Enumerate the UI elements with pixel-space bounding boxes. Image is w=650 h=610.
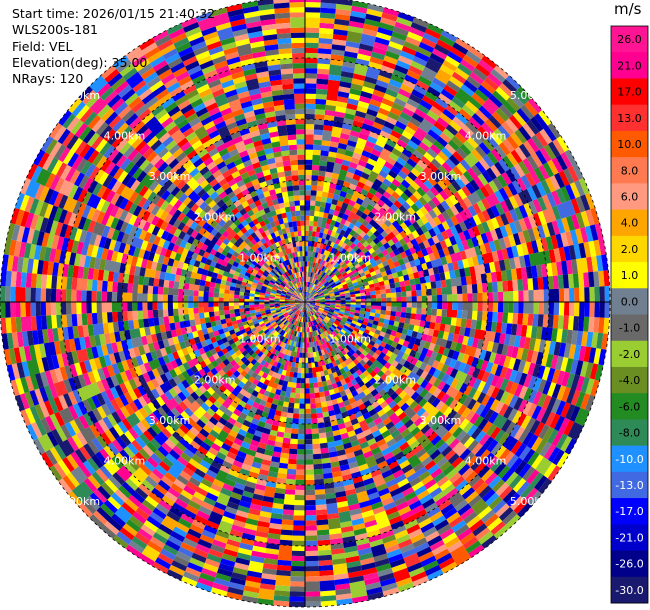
ring-label: 3.00km bbox=[149, 170, 191, 183]
colorbar-tick: 26.0 bbox=[617, 33, 642, 46]
colorbar-tick: 10.0 bbox=[617, 138, 642, 151]
colorbar-tick: -13.0 bbox=[615, 479, 643, 492]
elevation-label: Elevation(deg): 35.00 bbox=[12, 54, 148, 70]
colorbar-swatch bbox=[611, 550, 648, 578]
ring-label: 4.00km bbox=[104, 129, 146, 142]
colorbar-swatch bbox=[611, 471, 648, 499]
colorbar-tick: -1.0 bbox=[619, 322, 640, 335]
colorbar-swatch bbox=[611, 314, 648, 342]
ppi-cells-6 bbox=[10, 0, 595, 601]
ring-label: 3.00km bbox=[149, 414, 191, 427]
ppi-cells-21 bbox=[14, 0, 605, 607]
colorbar-swatch bbox=[611, 445, 648, 473]
colorbar: 26.0 21.0 17.0 13.0 10.0 8.0 6.0 4.0 2.0 1.0 0.0 -1… bbox=[610, 25, 649, 604]
colorbar-swatch bbox=[611, 235, 648, 263]
colorbar-tick: 2.0 bbox=[621, 243, 639, 256]
colorbar-swatch bbox=[611, 524, 648, 552]
ring-label: 2.00km bbox=[194, 211, 236, 224]
ring-label: 1.00km bbox=[239, 333, 281, 346]
start-time-label: Start time: 2026/01/15 21:40:32 bbox=[12, 6, 216, 21]
colorbar-swatch bbox=[611, 209, 648, 237]
colorbar-tick: -4.0 bbox=[619, 374, 640, 387]
ring-label: 5.00km bbox=[59, 89, 101, 102]
ring-label: 1.00km bbox=[239, 251, 281, 264]
colorbar-swatch bbox=[611, 419, 648, 447]
colorbar-swatch bbox=[611, 288, 648, 315]
colorbar-swatch bbox=[611, 366, 648, 394]
colorbar-swatch bbox=[611, 130, 648, 158]
ring-label: 4.00km bbox=[104, 455, 146, 468]
ppi-cells-4 bbox=[3, 7, 609, 601]
colorbar-swatch bbox=[611, 26, 648, 53]
colorbar-tick: 21.0 bbox=[617, 59, 642, 72]
colorbar-tick: -26.0 bbox=[615, 558, 643, 571]
ppi-cells-14 bbox=[0, 0, 604, 606]
ppi-cells-11 bbox=[40, 12, 596, 604]
nrays-label: NRays: 120 bbox=[12, 71, 84, 87]
ring-label: 3.00km bbox=[420, 170, 462, 183]
ring-label: 1.00km bbox=[329, 251, 371, 264]
colorbar-swatch bbox=[611, 157, 648, 184]
colorbar-swatch bbox=[611, 78, 648, 106]
colorbar-swatch bbox=[611, 52, 648, 79]
colorbar-swatch bbox=[611, 262, 648, 289]
ring-label: 2.00km bbox=[194, 373, 236, 386]
colorbar-tick: -8.0 bbox=[619, 427, 640, 440]
colorbar-tick: 13.0 bbox=[617, 112, 642, 125]
colorbar-unit: m/s bbox=[614, 0, 642, 18]
ppi-cells-7 bbox=[6, 2, 605, 601]
colorbar-tick: -6.0 bbox=[619, 400, 640, 413]
ring-label: 5.00km bbox=[59, 495, 101, 508]
colorbar-swatch bbox=[611, 576, 648, 604]
ppi-cells-17 bbox=[5, 2, 610, 591]
ppi-cells-0 bbox=[10, 0, 607, 592]
ring-label: 4.00km bbox=[465, 455, 507, 468]
colorbar-tick: -21.0 bbox=[615, 531, 643, 544]
ring-label: 2.00km bbox=[374, 373, 416, 386]
colorbar-tick: 1.0 bbox=[621, 269, 639, 282]
colorbar-swatch bbox=[611, 183, 648, 211]
colorbar-swatch bbox=[611, 498, 648, 525]
ppi-overlay: 1.00km 1.00km 1.00km 1.00km 2.00km 2.00km 2.00… bbox=[0, 0, 611, 608]
colorbar-swatch bbox=[611, 340, 648, 368]
ring-label: 3.00km bbox=[420, 414, 462, 427]
colorbar-tick: -10.0 bbox=[615, 453, 643, 466]
colorbar-tick: 4.0 bbox=[621, 217, 639, 230]
ring-label: 5.00km bbox=[510, 495, 552, 508]
colorbar-swatch bbox=[611, 393, 648, 420]
ring-label: 5.00km bbox=[510, 89, 552, 102]
ring-label: 1.00km bbox=[329, 333, 371, 346]
colorbar-tick: 17.0 bbox=[617, 86, 642, 99]
colorbar-swatch bbox=[611, 104, 648, 132]
ring-label: 2.00km bbox=[374, 211, 416, 224]
colorbar-tick: 0.0 bbox=[621, 295, 639, 308]
ring-label: 4.00km bbox=[465, 129, 507, 142]
info-panel: Start time: 2026/01/15 21:40:32 WLS200s-… bbox=[12, 6, 215, 87]
colorbar-tick: -17.0 bbox=[615, 505, 643, 518]
field-label: Field: VEL bbox=[12, 38, 73, 54]
colorbar-border bbox=[610, 25, 649, 604]
colorbar-tick: -2.0 bbox=[619, 348, 640, 361]
colorbar-tick: -30.0 bbox=[615, 584, 643, 597]
colorbar-tick: 6.0 bbox=[621, 190, 639, 203]
colorbar-tick: 8.0 bbox=[621, 164, 639, 177]
instrument-label: WLS200s-181 bbox=[12, 22, 98, 38]
